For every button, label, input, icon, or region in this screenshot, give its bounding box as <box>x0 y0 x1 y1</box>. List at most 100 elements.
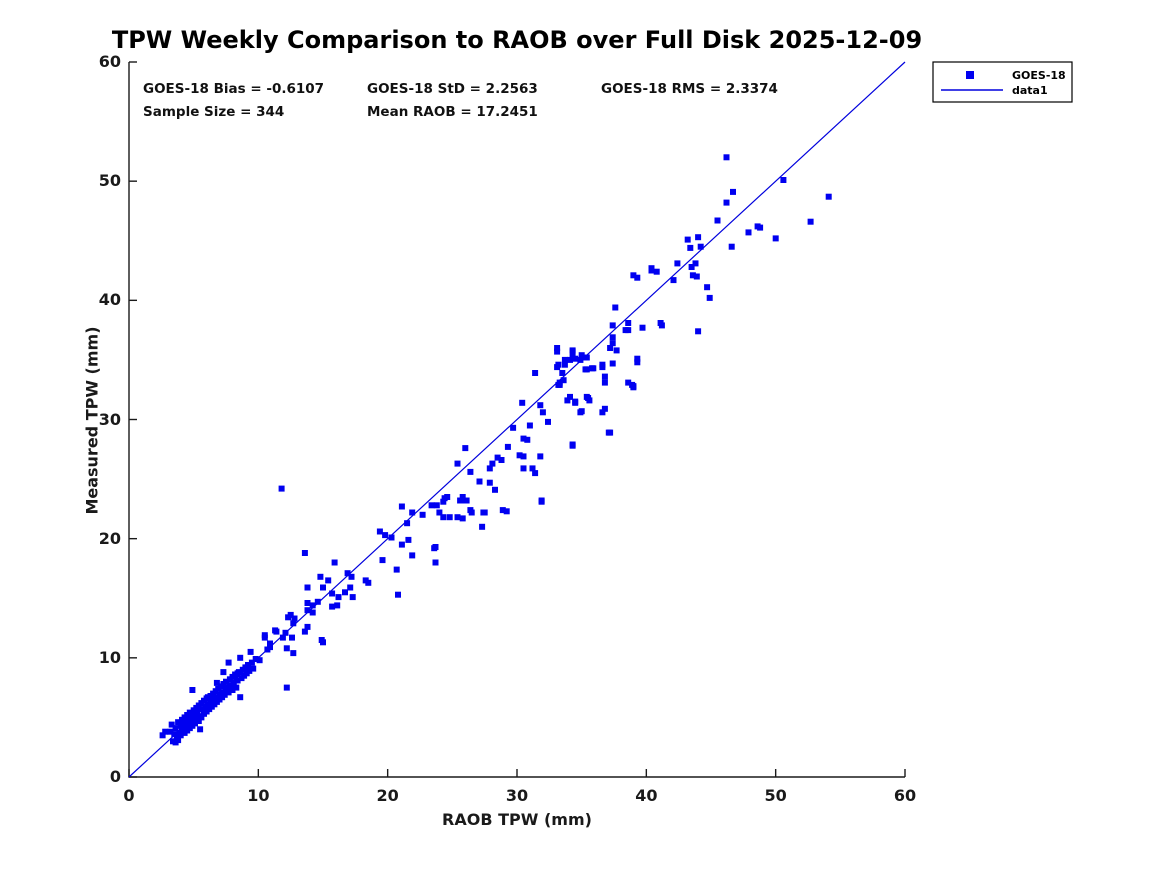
data-point <box>393 566 400 573</box>
data-point <box>309 602 316 609</box>
data-point <box>301 628 308 635</box>
data-point <box>278 485 285 492</box>
legend-label-data1: data1 <box>1012 84 1048 97</box>
data-point <box>539 409 546 416</box>
data-point <box>489 460 496 467</box>
y-tick-label: 30 <box>98 409 121 429</box>
data-point <box>334 602 341 609</box>
data-point <box>440 498 447 505</box>
data-point <box>634 274 641 281</box>
data-point <box>723 154 730 161</box>
data-point <box>188 713 195 720</box>
data-point <box>229 687 236 693</box>
data-point <box>304 584 311 591</box>
data-point <box>344 570 351 577</box>
data-point <box>468 509 475 516</box>
data-point <box>481 509 488 516</box>
data-point <box>524 436 531 443</box>
data-point <box>320 639 326 646</box>
data-point <box>309 609 316 616</box>
data-point <box>320 584 326 591</box>
data-point <box>476 478 483 485</box>
data-point <box>225 659 232 666</box>
data-point <box>192 720 198 727</box>
data-point <box>499 507 506 514</box>
data-point <box>398 541 405 548</box>
stat-rms: GOES-18 RMS = 2.3374 <box>601 81 778 97</box>
data-point <box>261 632 268 639</box>
data-point <box>267 640 273 647</box>
data-point <box>459 494 466 500</box>
data-point <box>520 453 527 460</box>
y-tick-label: 10 <box>98 647 121 667</box>
data-point <box>498 457 505 463</box>
x-tick-label: 60 <box>893 786 917 805</box>
data-point <box>342 589 348 596</box>
data-point <box>159 732 166 739</box>
data-point <box>248 659 255 666</box>
data-point <box>634 359 641 366</box>
y-tick-label: 40 <box>98 290 121 310</box>
data-point <box>564 397 571 404</box>
data-point <box>554 348 561 355</box>
data-point <box>569 442 576 449</box>
data-point <box>267 644 273 651</box>
data-point <box>172 725 179 732</box>
data-point <box>325 577 332 584</box>
data-point <box>586 397 593 404</box>
data-point <box>314 598 321 605</box>
stat-sample-size: Sample Size = 344 <box>143 104 285 120</box>
data-point <box>198 714 205 721</box>
data-point <box>572 355 579 362</box>
data-point <box>559 370 566 376</box>
data-point <box>601 405 608 412</box>
data-point <box>304 607 311 614</box>
data-point <box>560 377 567 384</box>
data-point <box>223 678 229 685</box>
data-point <box>653 268 660 275</box>
data-point <box>291 615 298 622</box>
data-point <box>335 594 342 601</box>
y-tick-label: 0 <box>109 767 121 786</box>
data-point <box>283 684 290 691</box>
x-tick-label: 30 <box>505 786 529 805</box>
data-point <box>601 379 608 386</box>
data-point <box>599 409 606 416</box>
data-point <box>382 532 389 539</box>
data-point <box>329 590 336 597</box>
data-point <box>590 365 597 372</box>
data-point <box>304 623 311 630</box>
data-point <box>409 509 416 516</box>
x-tick-label: 40 <box>635 786 658 805</box>
data-point <box>235 669 242 676</box>
data-point <box>730 188 736 195</box>
data-point <box>444 494 451 500</box>
data-point <box>639 324 646 331</box>
data-point <box>648 265 655 272</box>
data-point <box>175 737 182 744</box>
data-point <box>609 322 616 329</box>
data-point <box>583 354 590 361</box>
x-tick-label: 50 <box>764 786 787 805</box>
data-point <box>684 236 691 243</box>
data-point <box>695 328 702 335</box>
data-point <box>695 234 702 241</box>
data-point <box>554 345 561 351</box>
legend-label-goes18: GOES-18 <box>1012 69 1066 82</box>
data-point <box>537 453 544 460</box>
data-point <box>599 364 606 371</box>
chart-title: TPW Weekly Comparison to RAOB over Full … <box>111 26 923 54</box>
data-point <box>556 381 563 388</box>
legend-marker-icon <box>966 71 974 79</box>
data-point <box>428 502 435 509</box>
data-point <box>290 650 297 657</box>
data-point <box>520 435 527 442</box>
data-point <box>220 669 227 676</box>
data-point <box>510 424 517 431</box>
data-point <box>388 534 395 541</box>
data-point <box>625 379 632 386</box>
data-point <box>168 721 175 728</box>
data-point <box>221 691 228 698</box>
